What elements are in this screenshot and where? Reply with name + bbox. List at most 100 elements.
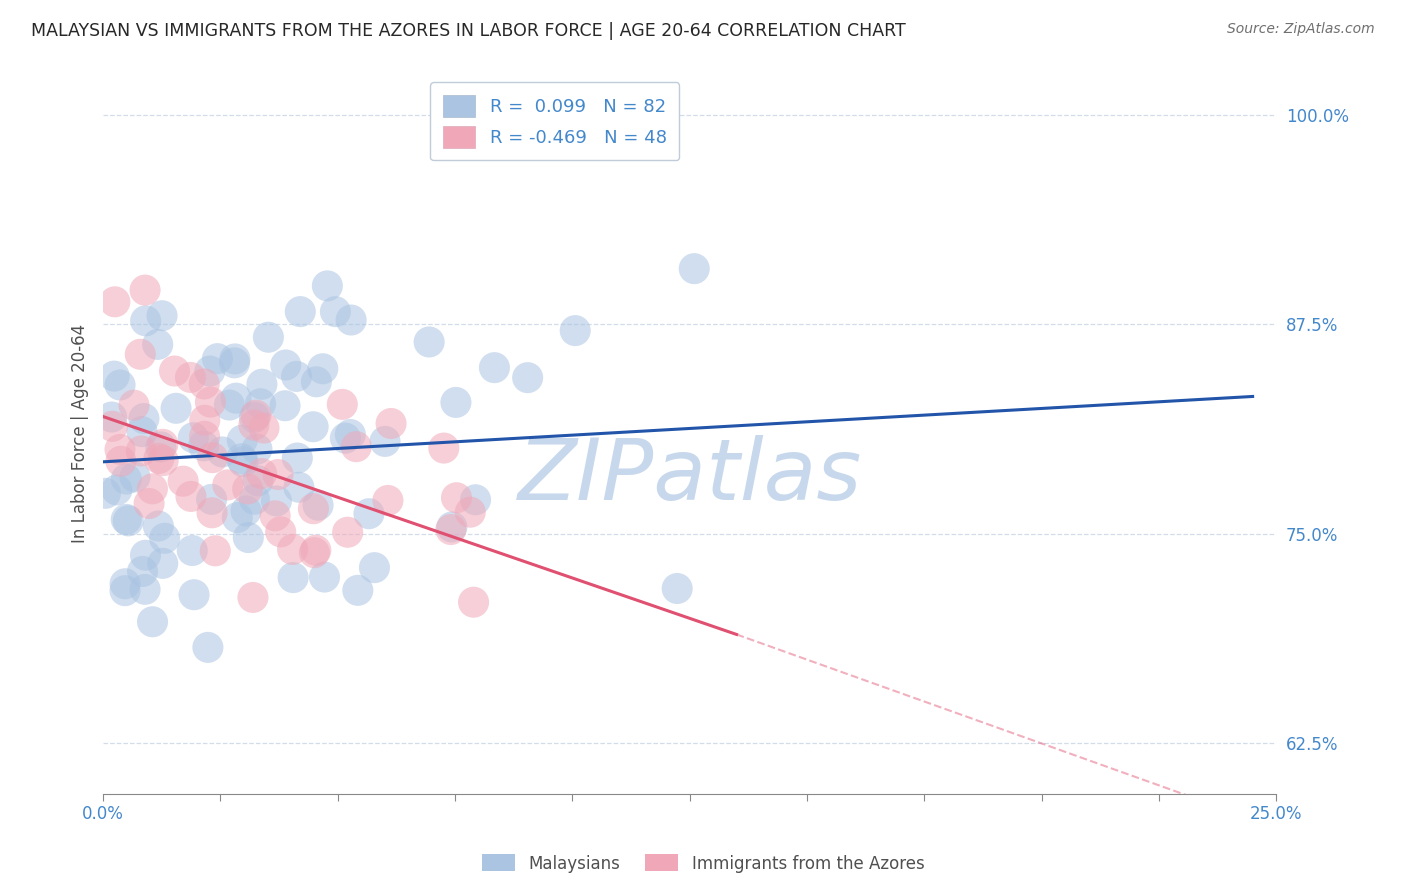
Point xyxy=(290,304,312,318)
Point xyxy=(197,640,219,655)
Point xyxy=(224,351,246,366)
Point xyxy=(440,523,463,537)
Point xyxy=(330,397,353,411)
Y-axis label: In Labor Force | Age 20-64: In Labor Force | Age 20-64 xyxy=(72,324,89,543)
Point xyxy=(463,595,485,609)
Point xyxy=(152,437,174,451)
Point xyxy=(194,413,217,427)
Point xyxy=(165,401,187,416)
Text: MALAYSIAN VS IMMIGRANTS FROM THE AZORES IN LABOR FORCE | AGE 20-64 CORRELATION C: MALAYSIAN VS IMMIGRANTS FROM THE AZORES … xyxy=(31,22,905,40)
Point xyxy=(201,492,224,507)
Point xyxy=(193,439,215,453)
Point xyxy=(458,505,481,519)
Point xyxy=(305,375,328,389)
Point xyxy=(374,434,396,449)
Point xyxy=(346,583,368,598)
Point xyxy=(122,398,145,412)
Point xyxy=(285,369,308,384)
Point xyxy=(211,445,233,459)
Point xyxy=(274,399,297,413)
Point xyxy=(316,278,339,293)
Point xyxy=(129,347,152,361)
Point xyxy=(226,510,249,524)
Point xyxy=(250,377,273,392)
Point xyxy=(138,496,160,510)
Point xyxy=(238,531,260,545)
Point xyxy=(225,391,247,405)
Point xyxy=(148,451,170,466)
Point xyxy=(115,472,138,486)
Point xyxy=(340,313,363,327)
Point xyxy=(193,429,215,443)
Point xyxy=(149,440,172,454)
Point xyxy=(181,543,204,558)
Point xyxy=(302,419,325,434)
Point xyxy=(183,588,205,602)
Point xyxy=(110,454,132,468)
Point xyxy=(108,378,131,392)
Point xyxy=(243,492,266,507)
Point xyxy=(484,360,506,375)
Point xyxy=(274,358,297,372)
Point xyxy=(666,582,689,596)
Point xyxy=(232,455,254,469)
Point xyxy=(264,508,287,523)
Point xyxy=(141,615,163,629)
Point xyxy=(305,543,328,558)
Point xyxy=(152,557,174,571)
Point xyxy=(243,410,266,425)
Point xyxy=(94,486,117,500)
Point xyxy=(363,560,385,574)
Point xyxy=(148,519,170,533)
Point xyxy=(207,351,229,366)
Point xyxy=(335,431,357,445)
Point xyxy=(114,583,136,598)
Point xyxy=(249,397,271,411)
Point xyxy=(115,512,138,526)
Point xyxy=(246,442,269,456)
Point xyxy=(242,591,264,605)
Point xyxy=(217,478,239,492)
Point xyxy=(218,398,240,412)
Point xyxy=(117,514,139,528)
Point xyxy=(101,419,124,434)
Point xyxy=(357,507,380,521)
Point xyxy=(253,421,276,435)
Point xyxy=(344,440,367,454)
Point xyxy=(288,480,311,494)
Point xyxy=(250,467,273,481)
Point xyxy=(193,376,215,391)
Point xyxy=(683,261,706,276)
Point xyxy=(131,565,153,579)
Legend: Malaysians, Immigrants from the Azores: Malaysians, Immigrants from the Azores xyxy=(475,847,931,880)
Point xyxy=(100,410,122,425)
Point xyxy=(307,498,329,512)
Point xyxy=(152,453,174,467)
Point xyxy=(181,431,204,445)
Point xyxy=(325,304,347,318)
Point xyxy=(245,408,267,422)
Point xyxy=(377,493,399,508)
Point xyxy=(201,506,224,520)
Point xyxy=(464,492,486,507)
Point xyxy=(314,570,336,584)
Point xyxy=(281,571,304,585)
Point xyxy=(433,441,456,455)
Point xyxy=(104,294,127,309)
Point xyxy=(231,433,253,447)
Point xyxy=(380,417,402,431)
Point xyxy=(131,425,153,439)
Point xyxy=(132,411,155,425)
Point xyxy=(243,418,266,433)
Legend: R =  0.099   N = 82, R = -0.469   N = 48: R = 0.099 N = 82, R = -0.469 N = 48 xyxy=(430,82,679,161)
Point xyxy=(201,450,224,465)
Point xyxy=(105,483,128,497)
Point xyxy=(103,369,125,384)
Point xyxy=(141,482,163,496)
Point xyxy=(302,501,325,516)
Point xyxy=(285,451,308,466)
Point xyxy=(224,356,246,370)
Point xyxy=(163,364,186,378)
Point xyxy=(270,524,292,539)
Point xyxy=(198,364,221,378)
